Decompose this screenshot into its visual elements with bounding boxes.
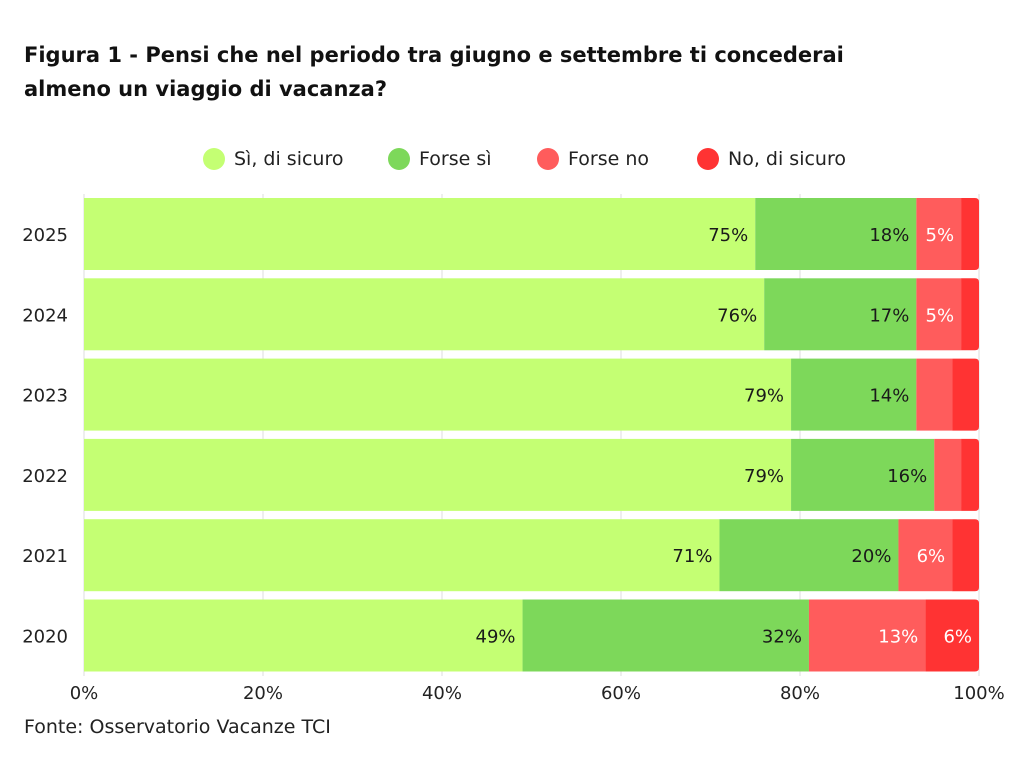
legend-label-si-di-sicuro: Sì, di sicuro [234,148,344,170]
data-label: 17% [869,305,909,326]
legend-swatch-forse-no [537,148,559,170]
legend-swatch-si-di-sicuro [203,148,225,170]
bar-segment-forse-si [719,519,899,592]
x-tick-label: 0% [70,683,99,704]
bar-segment-forse-no [916,278,962,351]
bar-segment-forse-si [522,599,809,672]
bar-segment-si-di-sicuro [84,438,792,511]
bar-segment-forse-no [898,519,953,592]
y-category-label: 2020 [22,627,68,648]
chart-title-line-2: almeno un viaggio di vacanza? [24,77,387,101]
data-label: 5% [926,225,955,246]
data-label: 49% [476,627,516,648]
data-label: 76% [717,305,757,326]
data-label: 32% [762,627,802,648]
y-category-label: 2022 [22,466,68,487]
chart-legend: Sì, di sicuro Forse sì Forse no No, di s… [0,145,1024,173]
bar-segment-si-di-sicuro [84,599,523,672]
chart-title-line-1: Figura 1 - Pensi che nel periodo tra giu… [24,43,844,67]
bar-segment-forse-no [934,438,962,511]
data-label: 13% [878,627,918,648]
y-category-label: 2025 [22,225,68,246]
data-label: 18% [869,225,909,246]
legend-label-forse-si: Forse sì [419,148,492,170]
bar-segment-forse-si [755,198,917,270]
bar-segment-si-di-sicuro [84,519,720,592]
bar-segment-forse-si [791,358,917,431]
x-tick-label: 40% [422,683,462,704]
data-label: 20% [851,546,891,567]
bar-segment-si-di-sicuro [84,198,756,270]
data-label: 75% [708,225,748,246]
legend-item-si-di-sicuro: Sì, di sicuro [203,145,343,173]
legend-swatch-forse-si [388,148,410,170]
data-label: 5% [926,305,955,326]
bar-segment-no-di-sicuro [961,278,979,351]
data-label: 6% [943,627,972,648]
data-label: 71% [672,546,712,567]
legend-item-forse-no: Forse no [537,145,649,173]
source-note: Fonte: Osservatorio Vacanze TCI [24,716,331,738]
bar-segment-forse-si [764,278,917,351]
bar-segment-si-di-sicuro [84,358,792,431]
x-tick-label: 20% [243,683,283,704]
bar-segment-no-di-sicuro [952,519,979,592]
chart-title: Figura 1 - Pensi che nel periodo tra giu… [24,38,984,106]
bar-segment-no-di-sicuro [925,599,979,672]
data-label: 6% [917,546,946,567]
data-label: 79% [744,466,784,487]
legend-label-no-di-sicuro: No, di sicuro [728,148,846,170]
y-category-label: 2021 [22,546,68,567]
data-label: 79% [744,386,784,407]
data-label: 14% [869,386,909,407]
bar-segment-forse-no [916,198,962,270]
bar-segment-no-di-sicuro [952,358,979,431]
bar-segment-forse-si [791,438,935,511]
data-label: 16% [887,466,927,487]
bar-segment-si-di-sicuro [84,278,765,351]
x-tick-label: 80% [780,683,820,704]
legend-swatch-no-di-sicuro [697,148,719,170]
y-category-label: 2024 [22,305,68,326]
bar-segment-no-di-sicuro [961,198,979,270]
x-tick-label: 100% [953,683,1004,704]
bar-segment-forse-no [808,599,926,672]
x-tick-label: 60% [601,683,641,704]
bar-segment-no-di-sicuro [961,438,979,511]
legend-item-no-di-sicuro: No, di sicuro [697,145,846,173]
y-category-label: 2023 [22,386,68,407]
bar-segment-forse-no [916,358,953,431]
legend-label-forse-no: Forse no [568,148,649,170]
legend-item-forse-si: Forse sì [388,145,492,173]
